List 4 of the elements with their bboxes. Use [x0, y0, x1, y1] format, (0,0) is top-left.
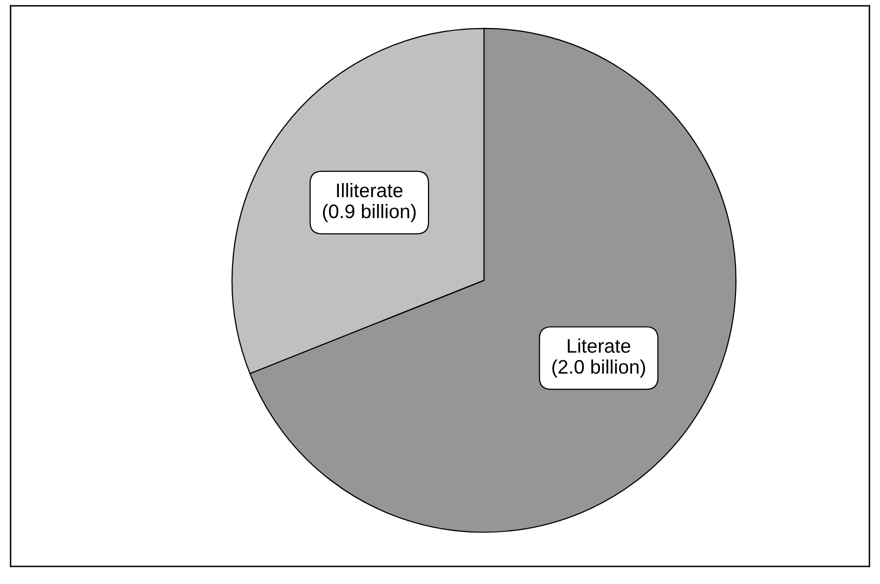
data-label: (2.0 billion) — [552, 359, 646, 378]
slice-label: Illiterate — [337, 183, 402, 198]
data-label: (0.9 billion) — [322, 204, 416, 222]
slice-label: Literate — [568, 338, 630, 353]
